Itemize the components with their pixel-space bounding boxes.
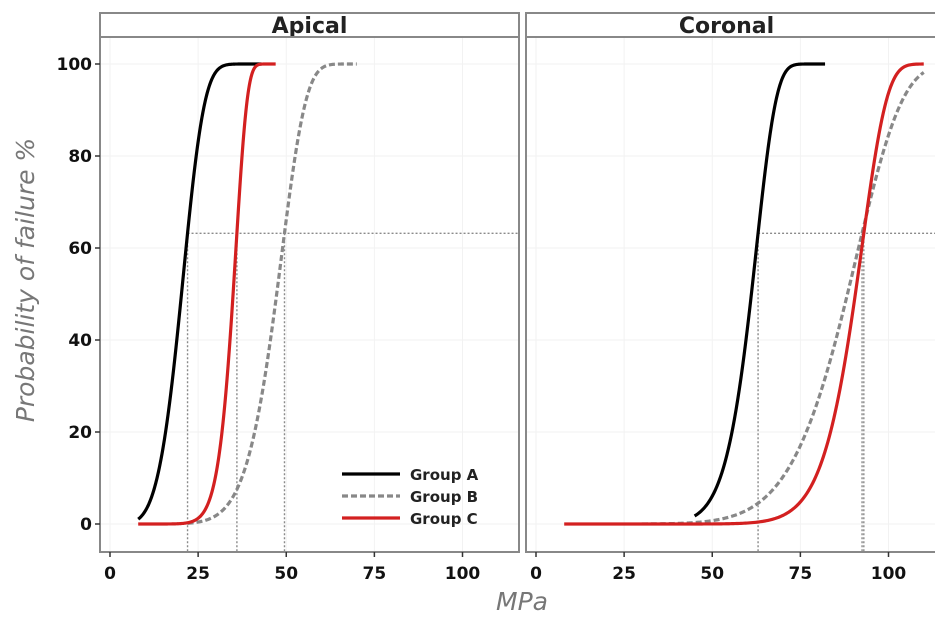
panel-title: Coronal [679,14,774,39]
panel-border [525,36,935,553]
series-line-group-a [693,62,826,518]
y-axis: 0 20 40 60 80 100 [57,55,100,535]
series-curves [564,62,925,526]
x-tick-label: 0 [530,564,542,584]
x-axis-title: MPa [496,587,548,616]
x-tick-label: 0 [104,564,116,584]
x-tick-label: 50 [700,564,724,584]
legend-label: Group B [410,488,478,506]
gridlines [526,37,935,552]
legend: Group A Group B Group C [342,466,479,528]
reference-lines [757,232,935,552]
series-line-group-a [137,62,262,521]
series-line-group-c [564,62,924,526]
x-tick-label: 100 [445,564,481,584]
reference-lines [186,232,519,552]
y-tick-label: 60 [68,239,92,259]
panel-border [99,36,520,553]
y-axis-title: Probability of failure % [11,138,40,422]
x-axis: 0 25 50 75 100 [530,552,906,584]
series-line-group-c [138,62,276,526]
y-tick-label: 0 [80,515,92,535]
panel-coronal: Coronal 0 25 50 75 100 [525,12,935,584]
x-axis: 0 25 50 75 100 [104,552,480,584]
x-tick-label: 25 [612,564,636,584]
x-tick-label: 75 [363,564,387,584]
strip-box [525,12,935,38]
x-tick-label: 25 [186,564,210,584]
series-line-group-b [641,71,925,526]
y-tick-label: 100 [57,55,93,75]
x-tick-label: 75 [789,564,813,584]
series-curves [137,62,357,526]
series-line-group-b [187,62,357,525]
x-tick-label: 50 [274,564,298,584]
legend-label: Group A [410,466,479,484]
x-tick-label: 100 [871,564,907,584]
y-tick-label: 80 [68,147,92,167]
gridlines [100,37,519,552]
panel-title: Apical [272,14,348,39]
strip-box [99,12,520,38]
y-tick-label: 40 [68,331,92,351]
legend-label: Group C [410,510,478,528]
y-tick-label: 20 [68,423,92,443]
